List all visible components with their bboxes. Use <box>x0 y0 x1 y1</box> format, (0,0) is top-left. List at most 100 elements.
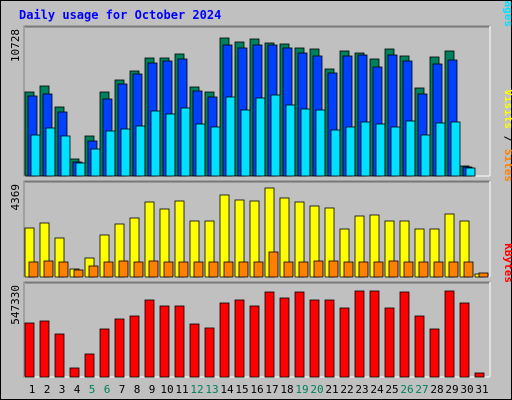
bar-kbytes-day-23: KBytes 23: 508900 <box>354 290 365 378</box>
bar-sites-day-14: Sites 14: 720 <box>223 261 234 278</box>
bar-kbytes-day-13: KBytes 13: 289000 <box>204 327 215 378</box>
bar-pages-day-15: Pages 15: 4810 <box>240 109 251 177</box>
bar-sites-day-19: Sites 19: 720 <box>298 261 309 278</box>
bar-pages-day-13: Pages 13: 3610 <box>210 126 221 177</box>
bar-sites-day-15: Sites 15: 720 <box>238 261 249 278</box>
series-legend: KBytes <box>502 243 512 283</box>
bar-sites-day-22: Sites 22: 700 <box>343 261 354 278</box>
x-day-label: 6 <box>104 383 111 396</box>
bar-pages-day-22: Pages 22: 3550 <box>345 126 356 177</box>
bar-sites-day-20: Sites 20: 730 <box>313 260 324 278</box>
bar-sites-day-11: Sites 11: 710 <box>178 261 189 278</box>
bar-pages-day-8: Pages 8: 3680 <box>135 125 146 177</box>
bar-kbytes-day-10: KBytes 10: 424900 <box>159 305 170 378</box>
bar-pages-day-12: Pages 12: 3760 <box>195 123 206 177</box>
bar-kbytes-day-6: KBytes 6: 283700 <box>99 328 110 378</box>
x-day-label: 16 <box>250 383 263 396</box>
bar-kbytes-day-8: KBytes 8: 364500 <box>129 315 140 378</box>
bar-sites-day-3: Sites 3: 720 <box>58 261 69 278</box>
bar-pages-day-11: Pages 11: 4930 <box>180 107 191 177</box>
bar-sites-day-18: Sites 18: 720 <box>283 261 294 278</box>
x-day-label: 20 <box>310 383 323 396</box>
panel-hits-files-pages: Hits 1: 6150Files 1: 5820Pages 1: 3010Hi… <box>9 0 512 177</box>
x-day-label: 21 <box>325 383 338 396</box>
bar-pages-day-24: Pages 24: 3810 <box>375 123 386 177</box>
x-day-label: 17 <box>265 383 278 396</box>
legend-part: / <box>502 129 512 149</box>
bar-pages-day-6: Pages 6: 3250 <box>105 130 116 177</box>
x-day-label: 3 <box>59 383 66 396</box>
x-day-label: 13 <box>205 383 218 396</box>
bar-kbytes-day-31: KBytes 31: 21600 <box>474 372 485 378</box>
x-day-label: 25 <box>385 383 398 396</box>
bar-kbytes-day-30: KBytes 30: 440700 <box>459 302 470 378</box>
bar-sites-day-13: Sites 13: 710 <box>208 261 219 278</box>
series-legend: Visits / Sites <box>502 89 512 182</box>
bar-pages-day-27: Pages 27: 3010 <box>420 134 431 177</box>
x-day-label: 9 <box>149 383 156 396</box>
x-day-label: 1 <box>29 383 36 396</box>
bar-kbytes-day-4: KBytes 4: 53900 <box>69 367 80 378</box>
x-day-label: 8 <box>134 383 141 396</box>
bar-pages-day-30: Pages 30: 580 <box>465 167 476 177</box>
bar-pages-day-29: Pages 29: 3910 <box>450 121 461 177</box>
bar-pages-day-16: Pages 16: 5660 <box>255 97 266 177</box>
bar-sites-day-1: Sites 1: 720 <box>28 261 39 278</box>
bar-kbytes-day-16: KBytes 16: 424900 <box>249 305 260 378</box>
x-day-label: 30 <box>460 383 473 396</box>
bar-sites-day-26: Sites 26: 720 <box>403 261 414 278</box>
x-day-label: 18 <box>280 383 293 396</box>
bar-kbytes-day-1: KBytes 1: 318600 <box>24 322 35 378</box>
legend-part: Pages <box>502 0 512 27</box>
bar-sites-day-8: Sites 8: 720 <box>133 261 144 278</box>
x-day-label: 14 <box>220 383 234 396</box>
bar-pages-day-9: Pages 9: 4750 <box>150 110 161 177</box>
bar-kbytes-day-9: KBytes 9: 456300 <box>144 299 155 378</box>
bar-kbytes-day-3: KBytes 3: 257000 <box>54 333 65 378</box>
bar-pages-day-21: Pages 21: 3390 <box>330 129 341 177</box>
bar-sites-day-2: Sites 2: 760 <box>43 260 54 278</box>
bar-pages-day-14: Pages 14: 5780 <box>225 96 236 177</box>
bar-sites-day-12: Sites 12: 710 <box>193 261 204 278</box>
bar-kbytes-day-20: KBytes 20: 456300 <box>309 299 320 378</box>
bar-kbytes-day-18: KBytes 18: 467600 <box>279 297 290 378</box>
y-max-label: 4369 <box>9 184 22 211</box>
x-day-label: 24 <box>370 383 384 396</box>
y-max-label: 10728 <box>9 29 22 62</box>
bar-sites-day-6: Sites 6: 710 <box>103 261 114 278</box>
x-day-label: 15 <box>235 383 248 396</box>
series-legend: Hits / Files / Pages <box>502 0 512 27</box>
bar-sites-day-29: Sites 29: 700 <box>448 261 459 278</box>
bar-kbytes-day-5: KBytes 5: 135900 <box>84 353 95 378</box>
bar-pages-day-17: Pages 17: 5900 <box>270 94 281 177</box>
bar-kbytes-day-17: KBytes 17: 503100 <box>264 291 275 378</box>
bar-kbytes-day-12: KBytes 12: 317100 <box>189 323 200 378</box>
x-day-label: 22 <box>340 383 353 396</box>
bar-kbytes-day-7: KBytes 7: 342100 <box>114 318 125 378</box>
bar-kbytes-day-27: KBytes 27: 360100 <box>414 315 425 378</box>
bar-kbytes-day-28: KBytes 28: 286200 <box>429 328 440 378</box>
bar-sites-day-30: Sites 30: 690 <box>463 261 474 278</box>
x-day-label: 19 <box>295 383 308 396</box>
x-day-label: 7 <box>119 383 126 396</box>
chart-title: Daily usage for October 2024 <box>19 8 221 22</box>
bar-pages-day-4: Pages 4: 930 <box>75 162 86 177</box>
bar-sites-day-28: Sites 28: 720 <box>433 261 444 278</box>
bar-kbytes-day-21: KBytes 21: 456300 <box>324 299 335 378</box>
bar-pages-day-7: Pages 7: 3430 <box>120 128 131 177</box>
bar-kbytes-day-25: KBytes 25: 409800 <box>384 307 395 378</box>
x-day-label: 11 <box>175 383 188 396</box>
x-day-label: 2 <box>44 383 51 396</box>
panel-kbytes: KBytes 1: 318600 KBytes 2: 331100 KBytes 3… <box>9 243 512 378</box>
legend-part: Sites <box>502 149 512 182</box>
bar-pages-day-10: Pages 10: 4510 <box>165 113 176 177</box>
x-day-label: 27 <box>415 383 428 396</box>
bar-sites-day-5: Sites 5: 530 <box>88 265 99 278</box>
bar-pages-day-26: Pages 26: 4020 <box>405 120 416 177</box>
bar-sites-day-23: Sites 23: 720 <box>358 261 369 278</box>
x-day-label: 5 <box>89 383 96 396</box>
legend-part: KBytes <box>502 243 512 283</box>
x-day-label: 4 <box>74 383 81 396</box>
bar-pages-day-1: Pages 1: 3010 <box>30 134 41 177</box>
panel-visits-sites: Visits 1: 2280Sites 1: 720Visits 2: 2520… <box>9 89 512 278</box>
